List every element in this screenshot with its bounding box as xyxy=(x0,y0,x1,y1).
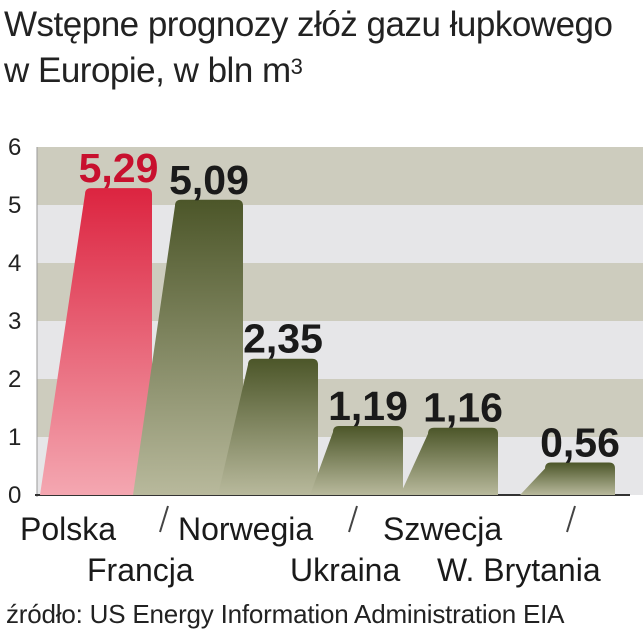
y-tick-label: 0 xyxy=(8,482,21,509)
chart-title: Wstępne prognozy złóż gazu łupkowego w E… xyxy=(4,2,640,94)
label-separator xyxy=(159,505,169,533)
y-tick-label: 1 xyxy=(8,424,21,451)
bars xyxy=(40,188,615,495)
source-note: źródło: US Energy Information Administra… xyxy=(6,599,565,629)
y-tick-label: 3 xyxy=(8,308,21,335)
title-superscript: 3 xyxy=(290,54,303,79)
value-label: 1,19 xyxy=(328,383,408,429)
title-line-2-text: w Europie, w bln m xyxy=(4,51,291,90)
y-tick-label: 4 xyxy=(8,250,21,277)
bar-polska xyxy=(40,188,152,495)
bar-ukraina xyxy=(310,425,403,495)
x-axis-labels: Polska Francja Norwegia Ukraina Szwecja W. Br… xyxy=(20,505,601,588)
value-label: 5,29 xyxy=(79,145,159,191)
value-labels: 5,29 5,09 2,351,19 1,16 0,56 xyxy=(79,145,620,465)
value-label: 0,56 xyxy=(540,420,620,466)
title-line-2: w Europie, w bln m3 xyxy=(4,48,640,94)
bar-szwecja xyxy=(400,427,498,495)
x-tick-label: Polska xyxy=(20,511,116,547)
label-separator xyxy=(566,505,576,533)
value-label: 5,09 xyxy=(169,157,249,203)
x-tick-label: Francja xyxy=(87,552,194,588)
x-tick-label: Szwecja xyxy=(383,511,502,547)
bar-francja xyxy=(133,199,243,495)
label-separator xyxy=(348,505,358,533)
bar-norwegia xyxy=(218,358,318,495)
y-tick-label: 5 xyxy=(8,192,21,219)
y-tick-label: 2 xyxy=(8,366,21,393)
x-tick-label: Norwegia xyxy=(178,511,313,547)
value-label: 1,16 xyxy=(423,385,503,431)
title-line-1: Wstępne prognozy złóż gazu łupkowego xyxy=(4,5,613,44)
x-tick-label: W. Brytania xyxy=(437,552,601,588)
value-label: 2,35 xyxy=(243,316,323,362)
bar-w-brytania xyxy=(520,462,615,495)
bar-chart: 0 1 2 3 4 5 6 5,29 5,09 2,351,19 1,16 0,56 Polska F… xyxy=(8,134,643,588)
x-tick-label: Ukraina xyxy=(290,552,400,588)
y-tick-label: 6 xyxy=(8,134,21,161)
